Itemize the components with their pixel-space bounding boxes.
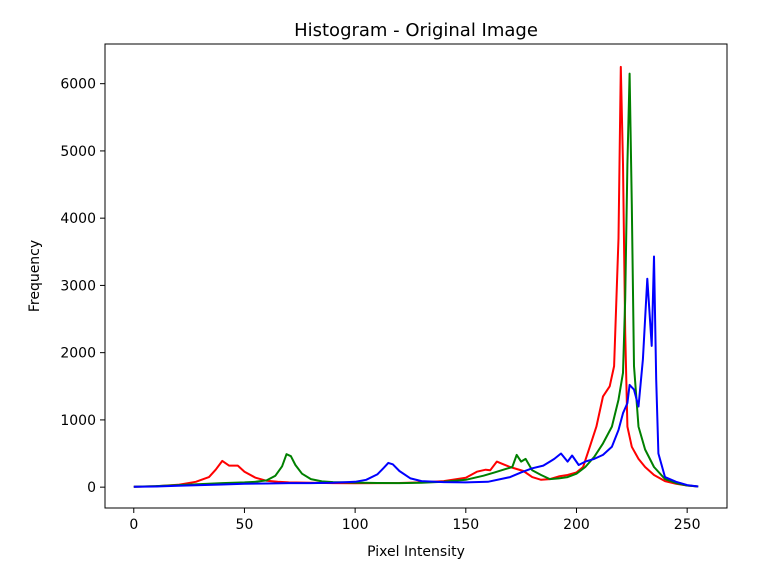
y-tick-label: 5000 bbox=[60, 144, 96, 160]
x-tick-label: 100 bbox=[342, 517, 369, 533]
x-tick-label: 50 bbox=[236, 517, 254, 533]
x-axis: 0 50 100 150 200 250 bbox=[129, 508, 701, 533]
x-tick-label: 0 bbox=[129, 517, 138, 533]
plot-frame bbox=[104, 43, 728, 509]
y-axis-label: Frequency bbox=[27, 240, 43, 312]
x-axis-label: Pixel Intensity bbox=[367, 544, 465, 560]
y-tick-label: 2000 bbox=[60, 346, 96, 362]
x-tick-label: 150 bbox=[452, 517, 479, 533]
y-tick-label: 0 bbox=[87, 480, 96, 496]
x-tick-label: 200 bbox=[563, 517, 590, 533]
series-line-2 bbox=[133, 255, 699, 488]
series-layer bbox=[133, 65, 699, 488]
chart-title: Histogram - Original Image bbox=[294, 20, 538, 41]
y-axis: 0 1000 2000 3000 4000 5000 6000 bbox=[60, 77, 105, 496]
series-line-1 bbox=[133, 72, 699, 488]
y-tick-label: 4000 bbox=[60, 211, 96, 227]
x-tick-label: 250 bbox=[674, 517, 701, 533]
y-tick-label: 3000 bbox=[60, 278, 96, 294]
y-tick-label: 6000 bbox=[60, 77, 96, 93]
y-tick-label: 1000 bbox=[60, 413, 96, 429]
